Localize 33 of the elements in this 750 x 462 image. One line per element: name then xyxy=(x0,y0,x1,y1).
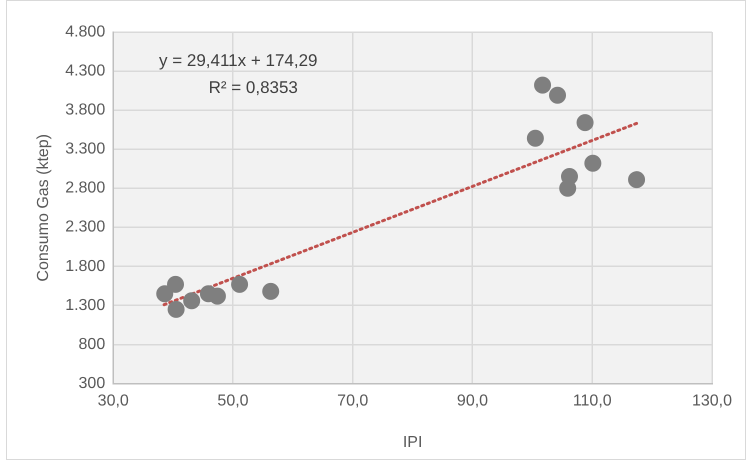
y-axis-title: Consumo Gas (ktep) xyxy=(35,134,52,282)
point xyxy=(576,114,594,132)
y-tick-label: 4.300 xyxy=(65,62,106,80)
point xyxy=(534,76,552,94)
point xyxy=(183,292,200,310)
y-tick-label: 800 xyxy=(78,336,106,353)
y-tick-label: 1.300 xyxy=(65,296,106,314)
annotation: y = 29,411x + 174,29 xyxy=(158,51,318,70)
x-tick-label: 130,0 xyxy=(692,392,732,410)
x-tick-label: 110,0 xyxy=(572,392,612,410)
point xyxy=(168,300,185,318)
x-tick-label: 30,0 xyxy=(98,392,129,410)
point xyxy=(167,276,184,293)
point xyxy=(549,86,566,104)
annotation: R² = 0,8353 xyxy=(208,78,298,97)
point xyxy=(156,285,174,302)
x-tick-label: 70,0 xyxy=(337,392,368,410)
x-tick-label: 90,0 xyxy=(456,392,488,410)
point xyxy=(231,276,248,293)
y-tick-label: 2.800 xyxy=(65,180,106,197)
y-tick-label: 3.300 xyxy=(65,140,106,158)
y-tick-label: 1.800 xyxy=(65,258,106,275)
x-axis-title: IPI xyxy=(402,434,422,451)
point xyxy=(526,130,544,147)
y-tick-label: 2.300 xyxy=(65,218,106,236)
point xyxy=(262,282,280,300)
y-tick-label: 300 xyxy=(78,375,106,392)
point xyxy=(584,154,602,172)
x-tick-label: 50,0 xyxy=(217,392,249,410)
point xyxy=(628,171,646,188)
point xyxy=(559,180,576,197)
y-tick-label: 3.800 xyxy=(65,102,106,119)
y-tick-label: 4.800 xyxy=(65,23,106,40)
